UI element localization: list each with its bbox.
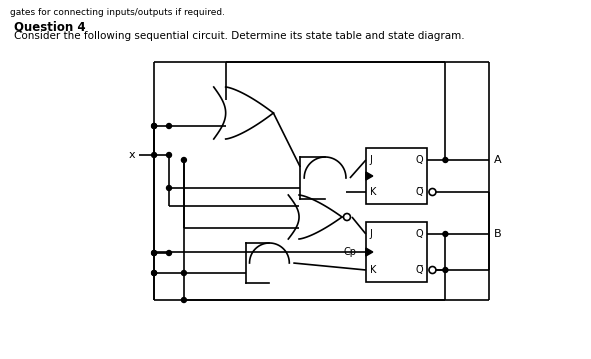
- Text: Consider the following sequential circuit. Determine its state table and state d: Consider the following sequential circui…: [14, 31, 465, 41]
- Circle shape: [443, 267, 448, 272]
- Text: gates for connecting inputs/outputs if required.: gates for connecting inputs/outputs if r…: [10, 8, 225, 17]
- Circle shape: [152, 123, 157, 129]
- Circle shape: [343, 214, 350, 220]
- Text: J: J: [370, 155, 373, 165]
- Circle shape: [152, 123, 157, 129]
- Text: Question 4: Question 4: [14, 20, 86, 33]
- Text: Cp: Cp: [344, 247, 357, 257]
- Text: J: J: [370, 229, 373, 239]
- Text: x: x: [129, 150, 135, 160]
- Bar: [366, 148, 427, 204]
- Circle shape: [152, 270, 157, 275]
- Circle shape: [152, 251, 157, 256]
- Circle shape: [443, 232, 448, 237]
- Text: K: K: [370, 187, 376, 197]
- Text: Q: Q: [416, 229, 424, 239]
- Circle shape: [167, 251, 171, 256]
- Circle shape: [429, 188, 436, 196]
- Polygon shape: [366, 248, 373, 256]
- Text: B: B: [494, 229, 502, 239]
- Circle shape: [167, 186, 171, 191]
- Circle shape: [429, 266, 436, 274]
- Text: K: K: [370, 265, 376, 275]
- Circle shape: [167, 123, 171, 129]
- Polygon shape: [366, 172, 373, 180]
- Text: Q̅: Q̅: [416, 187, 424, 197]
- Text: Q: Q: [416, 155, 424, 165]
- Bar: [366, 222, 427, 282]
- Circle shape: [181, 298, 186, 303]
- Circle shape: [181, 270, 186, 275]
- Circle shape: [152, 251, 157, 256]
- Circle shape: [152, 153, 157, 158]
- Text: A: A: [494, 155, 502, 165]
- Circle shape: [443, 158, 448, 163]
- Circle shape: [152, 270, 157, 275]
- Circle shape: [167, 153, 171, 158]
- Text: Q̅: Q̅: [416, 265, 424, 275]
- Circle shape: [181, 158, 186, 163]
